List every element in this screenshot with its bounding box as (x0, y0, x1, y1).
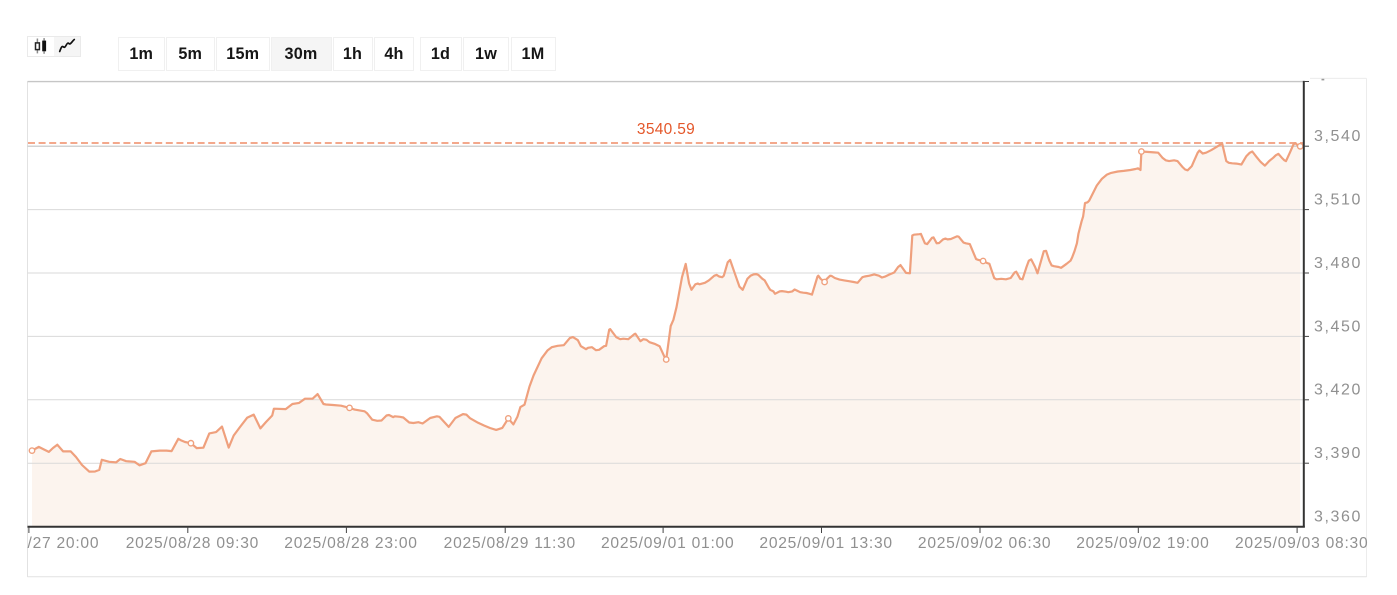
svg-text:2025/09/02 19:00: 2025/09/02 19:00 (1076, 535, 1209, 552)
svg-text:3,540: 3,540 (1314, 128, 1362, 145)
svg-text:3540.59: 3540.59 (637, 121, 695, 138)
svg-text:3,450: 3,450 (1314, 318, 1362, 335)
svg-text:2025/08/28 09:30: 2025/08/28 09:30 (126, 535, 259, 552)
svg-text:3,360: 3,360 (1314, 509, 1362, 526)
svg-text:3,390: 3,390 (1314, 445, 1362, 462)
svg-text:2025/09/02 06:30: 2025/09/02 06:30 (918, 535, 1051, 552)
svg-text:2025/09/01 13:30: 2025/09/01 13:30 (759, 535, 892, 552)
svg-text:2025/08/29 11:30: 2025/08/29 11:30 (444, 535, 576, 552)
svg-text:3,480: 3,480 (1314, 255, 1362, 272)
svg-text:2025/08/28 23:00: 2025/08/28 23:00 (284, 535, 417, 552)
svg-text:2025/09/03 08:30: 2025/09/03 08:30 (1235, 535, 1368, 552)
svg-text:/27 20:00: /27 20:00 (28, 535, 100, 552)
svg-text:3,420: 3,420 (1314, 382, 1362, 399)
svg-text:3,510: 3,510 (1314, 192, 1362, 209)
svg-text:2025/09/01 01:00: 2025/09/01 01:00 (601, 535, 734, 552)
